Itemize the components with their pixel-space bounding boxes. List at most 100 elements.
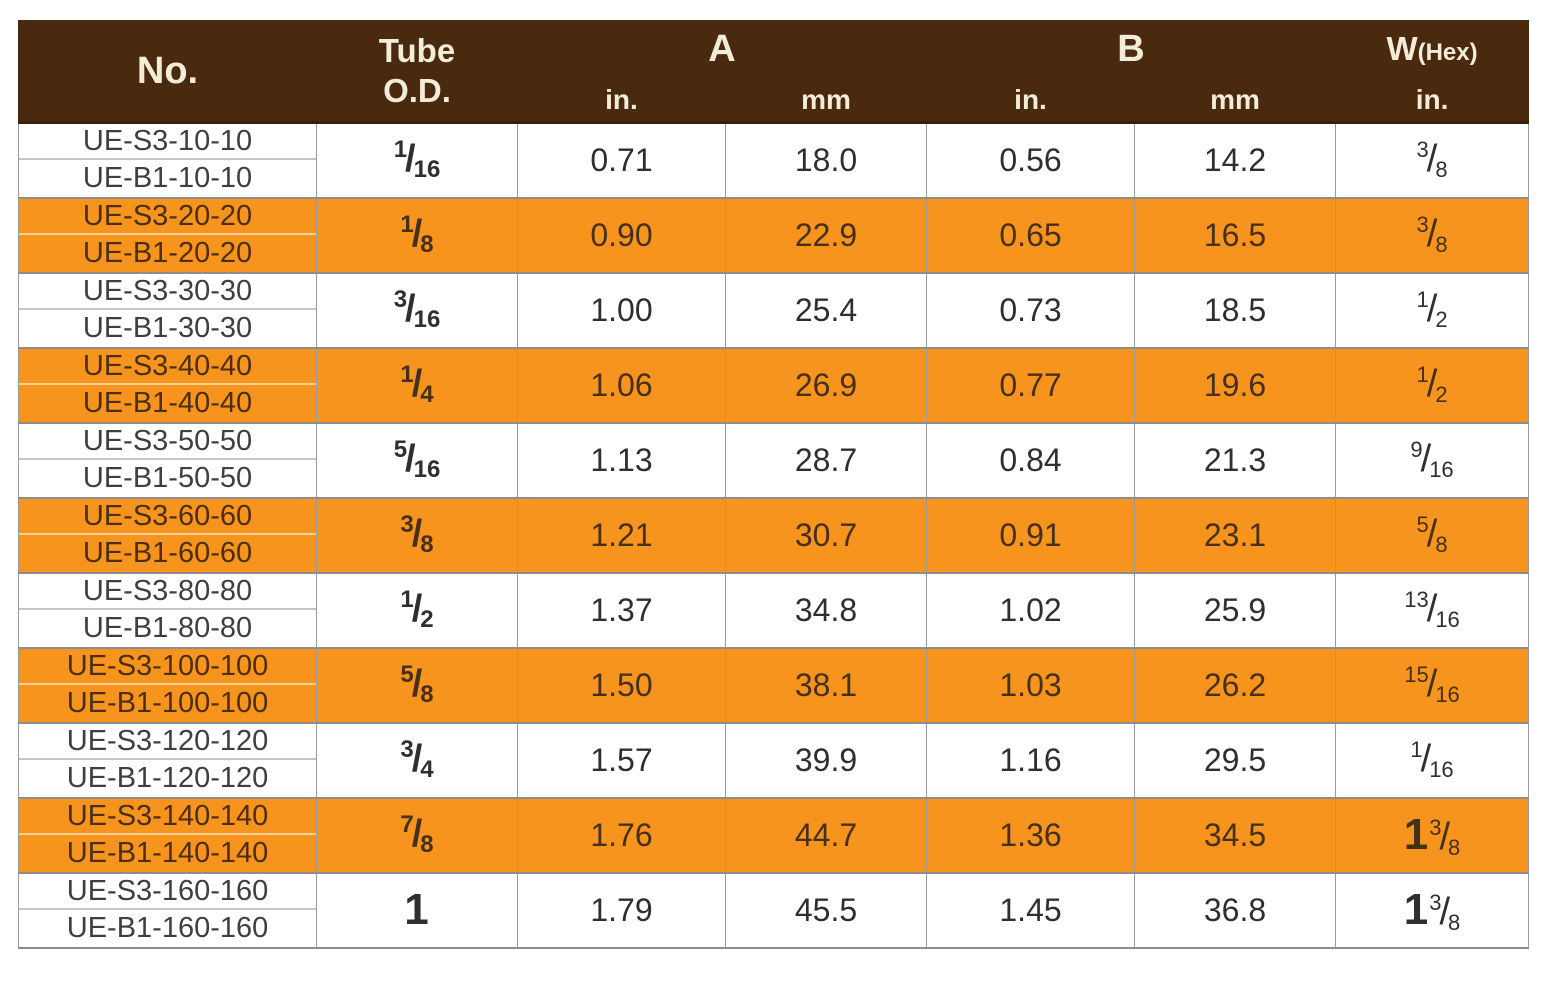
fraction-slash: / [1426, 663, 1438, 705]
a-mm-value: 34.8 [724, 572, 928, 648]
b-in-value: 1.45 [926, 872, 1136, 948]
part-number-bottom: UE-B1-10-10 [82, 161, 253, 194]
a-mm-value: 25.4 [724, 272, 928, 348]
unit-header-a-in: in. [517, 77, 726, 123]
fraction-numerator: 7 [400, 811, 414, 838]
table-row: UE-S3-100-100 UE-B1-100-100 5/8 1.50 38.… [18, 647, 1530, 723]
table-row: UE-S3-80-80 UE-B1-80-80 1/2 1.37 34.8 1.… [18, 572, 1530, 648]
tube-od-value: 1/4 [316, 347, 518, 423]
fraction-slash: / [411, 363, 423, 405]
b-mm-value: 16.5 [1134, 197, 1337, 273]
table-row: UE-S3-10-10 UE-B1-10-10 1/16 0.71 18.0 0… [18, 122, 1530, 198]
fraction-slash: / [405, 438, 416, 480]
fraction-numerator: 3 [1429, 889, 1442, 915]
fraction-denominator: 8 [420, 831, 434, 858]
table-row: UE-S3-50-50 UE-B1-50-50 5/16 1.13 28.7 0… [18, 422, 1530, 498]
table-row: UE-S3-30-30 UE-B1-30-30 3/16 1.00 25.4 0… [18, 272, 1530, 348]
fraction-slash: / [411, 813, 423, 855]
a-in-value: 1.13 [517, 422, 726, 498]
a-mm-value: 18.0 [724, 122, 928, 198]
fraction-denominator: 8 [1435, 157, 1448, 183]
fraction-denominator: 16 [413, 456, 441, 483]
tube-od-value: 3/8 [316, 497, 518, 573]
spec-table-wrap: No. Tube O.D. A B W(Hex) in. mm in. mm i… [18, 20, 1530, 949]
fraction-slash: / [1426, 288, 1438, 330]
b-mm-value: 29.5 [1134, 722, 1337, 798]
fraction-denominator: 2 [1435, 382, 1448, 407]
b-in-value: 0.84 [926, 422, 1136, 498]
part-number-cell: UE-S3-120-120 UE-B1-120-120 [18, 722, 317, 798]
a-mm-value: 22.9 [724, 197, 928, 273]
part-number-bottom: UE-B1-140-140 [66, 836, 269, 869]
unit-header-b-in: in. [926, 77, 1136, 123]
part-number-top: UE-S3-140-140 [19, 799, 316, 835]
part-number-top: UE-S3-20-20 [19, 199, 316, 235]
b-in-value: 1.36 [926, 797, 1136, 873]
part-number-cell: UE-S3-100-100 UE-B1-100-100 [18, 647, 317, 723]
fraction-slash: / [1420, 738, 1432, 780]
fraction-denominator: 16 [1429, 457, 1454, 482]
w-hex-value: 3/8 [1335, 197, 1530, 273]
w-hex-value: 1/2 [1335, 347, 1530, 423]
table-row: UE-S3-160-160 UE-B1-160-160 1 1.79 45.5 … [18, 872, 1530, 948]
b-mm-value: 25.9 [1134, 572, 1337, 648]
b-mm-value: 23.1 [1134, 497, 1337, 573]
fraction-denominator: 8 [420, 681, 434, 708]
w-hex-value: 3/8 [1335, 122, 1530, 198]
fraction-numerator: 1 [400, 586, 414, 613]
fraction-denominator: 4 [420, 756, 434, 783]
part-number-bottom: UE-B1-50-50 [82, 461, 253, 494]
tube-od-value: 7/8 [316, 797, 518, 873]
fraction-numerator: 15 [1404, 662, 1429, 687]
tube-od-value: 1/2 [316, 572, 518, 648]
a-mm-value: 38.1 [724, 647, 928, 723]
b-in-value: 0.56 [926, 122, 1136, 198]
part-number-top: UE-S3-120-120 [19, 724, 316, 760]
a-in-value: 1.79 [517, 872, 726, 948]
table-row: UE-S3-140-140 UE-B1-140-140 7/8 1.76 44.… [18, 797, 1530, 873]
a-in-value: 1.37 [517, 572, 726, 648]
a-in-value: 1.50 [517, 647, 726, 723]
fraction-whole: 1 [404, 885, 430, 934]
a-in-value: 1.06 [517, 347, 726, 423]
tube-od-value: 5/16 [316, 422, 518, 498]
part-number-bottom: UE-B1-20-20 [82, 236, 253, 269]
fraction-numerator: 9 [1410, 437, 1423, 462]
col-header-b: B [926, 20, 1337, 78]
part-number-cell: UE-S3-10-10 UE-B1-10-10 [18, 122, 317, 198]
part-number-bottom: UE-B1-40-40 [82, 386, 253, 419]
w-hex-value: 5/8 [1335, 497, 1530, 573]
part-number-bottom: UE-B1-60-60 [82, 536, 253, 569]
part-number-top: UE-S3-10-10 [19, 124, 316, 161]
fraction-numerator: 5 [1416, 512, 1429, 537]
fraction-slash: / [1426, 588, 1438, 630]
w-hex-value: 9/16 [1335, 422, 1530, 498]
part-number-bottom: UE-B1-100-100 [66, 686, 269, 719]
col-header-w-hex: W(Hex) [1335, 20, 1530, 78]
part-number-top: UE-S3-80-80 [19, 574, 316, 610]
fraction-slash: / [1426, 138, 1438, 181]
part-number-cell: UE-S3-20-20 UE-B1-20-20 [18, 197, 317, 273]
a-in-value: 1.21 [517, 497, 726, 573]
fraction-denominator: 8 [420, 531, 434, 558]
fraction-numerator: 3 [1416, 137, 1429, 163]
part-number-bottom: UE-B1-160-160 [66, 911, 269, 944]
fraction-slash: / [1439, 815, 1451, 858]
fraction-numerator: 1 [400, 361, 414, 388]
a-in-value: 0.71 [517, 122, 726, 198]
b-mm-value: 19.6 [1134, 347, 1337, 423]
part-number-top: UE-S3-160-160 [19, 874, 316, 910]
part-number-cell: UE-S3-30-30 UE-B1-30-30 [18, 272, 317, 348]
fraction-numerator: 5 [393, 436, 408, 463]
spec-table: No. Tube O.D. A B W(Hex) in. mm in. mm i… [18, 20, 1530, 949]
table-row: UE-S3-40-40 UE-B1-40-40 1/4 1.06 26.9 0.… [18, 347, 1530, 423]
w-hex-main-label: W [1386, 30, 1418, 67]
part-number-top: UE-S3-60-60 [19, 499, 316, 535]
b-in-value: 1.16 [926, 722, 1136, 798]
table-row: UE-S3-20-20 UE-B1-20-20 1/8 0.90 22.9 0.… [18, 197, 1530, 273]
table-header: No. Tube O.D. A B W(Hex) in. mm in. mm i… [18, 20, 1530, 123]
fraction-denominator: 8 [1435, 532, 1448, 557]
w-hex-value: 13/8 [1335, 797, 1530, 873]
fraction-slash: / [1420, 438, 1432, 480]
col-header-a: A [516, 20, 928, 78]
